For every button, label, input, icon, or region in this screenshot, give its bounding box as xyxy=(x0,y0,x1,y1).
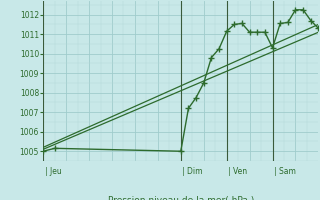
Text: | Sam: | Sam xyxy=(274,167,296,176)
Text: | Dim: | Dim xyxy=(182,167,203,176)
Text: | Ven: | Ven xyxy=(228,167,247,176)
Text: | Jeu: | Jeu xyxy=(45,167,61,176)
Text: Pression niveau de la mer( hPa ): Pression niveau de la mer( hPa ) xyxy=(108,196,254,200)
